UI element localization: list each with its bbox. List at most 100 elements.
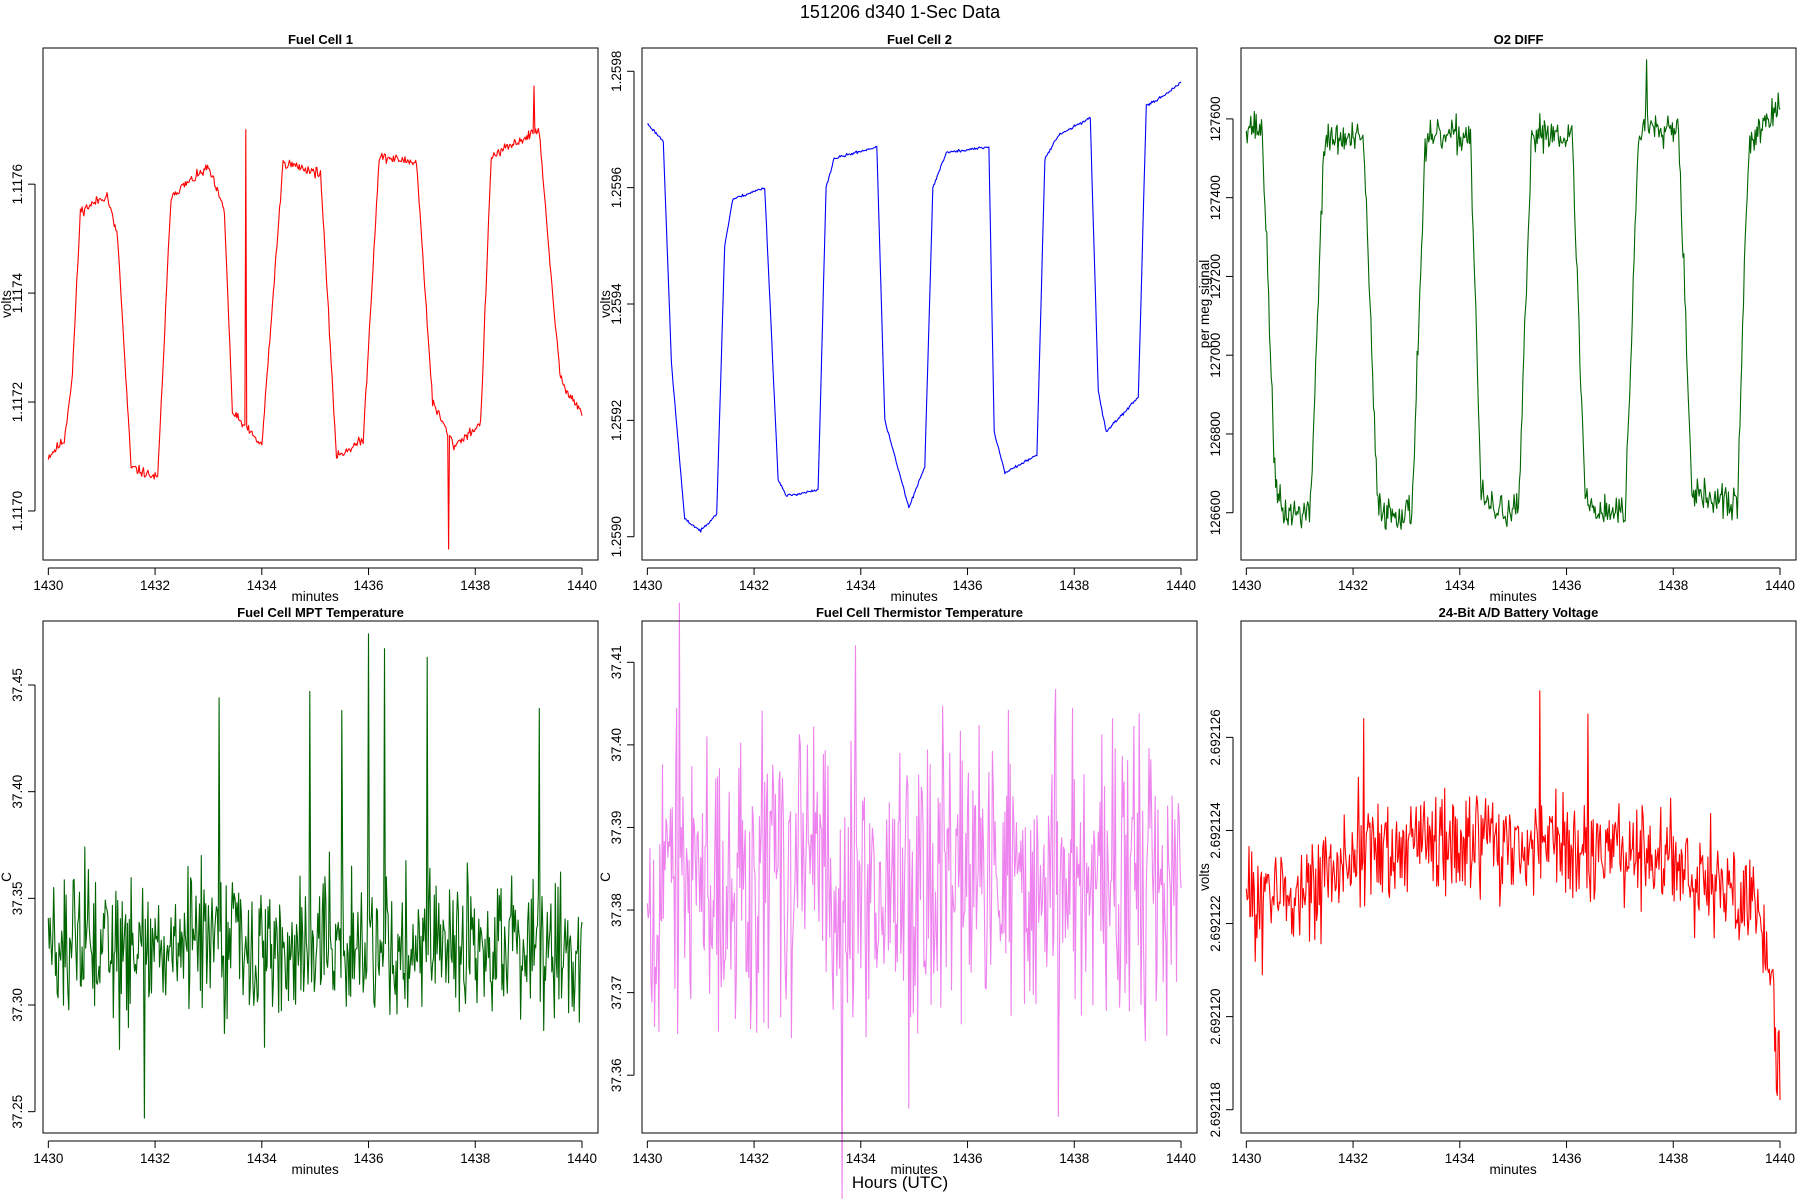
x-tick-label: 1440 <box>567 1151 597 1166</box>
x-tick-label: 1432 <box>739 1151 769 1166</box>
y-tick-label: 1.2590 <box>609 516 624 557</box>
x-tick-label: 1438 <box>1059 1151 1089 1166</box>
x-tick-label: 1436 <box>1552 1151 1582 1166</box>
x-axis-label: minutes <box>1490 589 1538 604</box>
y-tick-label: 1.2598 <box>609 51 624 92</box>
y-tick-label: 1.2594 <box>609 283 624 325</box>
y-tick-label: 127400 <box>1208 175 1223 220</box>
panel-title: Fuel Cell 2 <box>887 32 952 47</box>
x-tick-label: 1434 <box>1445 578 1476 593</box>
y-tick-label: 37.30 <box>10 988 25 1022</box>
y-tick-label: 37.40 <box>10 775 25 809</box>
series-line <box>1245 59 1781 530</box>
y-tick-label: 127000 <box>1208 333 1223 378</box>
x-tick-label: 1430 <box>632 578 662 593</box>
panel-5: Fuel Cell Thermistor Temperature 1430 1432… <box>598 602 1198 1199</box>
y-axis-label: volts <box>598 290 613 318</box>
x-tick-label: 1440 <box>1765 578 1795 593</box>
x-tick-label: 1438 <box>460 578 490 593</box>
x-tick-label: 1434 <box>846 1151 877 1166</box>
x-axis-label: minutes <box>292 589 340 604</box>
x-tick-label: 1430 <box>1231 1151 1261 1166</box>
y-axis-label: per meg signal <box>1197 260 1212 349</box>
x-tick-label: 1440 <box>1765 1151 1795 1166</box>
y-tick-label: 127200 <box>1208 254 1223 299</box>
x-tick-label: 1432 <box>739 578 769 593</box>
x-tick-label: 1436 <box>354 1151 384 1166</box>
y-tick-label: 2.692124 <box>1208 802 1223 859</box>
x-tick-label: 1430 <box>1231 578 1261 593</box>
y-tick-label: 37.39 <box>609 811 624 845</box>
x-tick-label: 1438 <box>460 1151 490 1166</box>
x-tick-label: 1440 <box>1166 578 1196 593</box>
y-tick-label: 1.2596 <box>609 167 624 208</box>
y-tick-label: 2.692120 <box>1208 988 1223 1044</box>
y-tick-label: 1.1172 <box>10 382 25 422</box>
panel-title: 24-Bit A/D Battery Voltage <box>1439 605 1599 620</box>
series-line <box>647 81 1182 533</box>
series-line <box>646 602 1182 1199</box>
panel-title: Fuel Cell 1 <box>288 32 353 47</box>
figure-xlabel: Hours (UTC) <box>852 1173 948 1192</box>
x-tick-label: 1436 <box>953 578 983 593</box>
y-tick-label: 37.35 <box>10 881 25 915</box>
series-line <box>1245 690 1781 1101</box>
panel-2: Fuel Cell 2 1430 1432 1434 1436 1438 1440 minut… <box>598 32 1198 604</box>
x-tick-label: 1430 <box>33 578 63 593</box>
x-tick-label: 1434 <box>846 578 877 593</box>
x-tick-label: 1432 <box>1338 578 1368 593</box>
plot-frame <box>42 620 599 1134</box>
y-tick-label: 126600 <box>1208 490 1223 535</box>
x-axis-label: minutes <box>292 1162 340 1177</box>
x-tick-label: 1430 <box>632 1151 662 1166</box>
y-tick-label: 37.41 <box>609 645 624 679</box>
x-tick-label: 1436 <box>953 1151 983 1166</box>
panel-4: Fuel Cell MPT Temperature 1430 1432 1434 143… <box>0 605 599 1177</box>
plot-frame <box>42 47 599 561</box>
y-tick-label: 37.45 <box>10 668 25 702</box>
x-tick-label: 1432 <box>140 578 170 593</box>
series-line <box>47 85 583 550</box>
x-tick-label: 1440 <box>1166 1151 1196 1166</box>
plot-frame <box>641 620 1198 1134</box>
y-tick-label: 2.692126 <box>1208 709 1223 765</box>
y-axis-label: volts <box>1197 863 1212 891</box>
panel-title: Fuel Cell Thermistor Temperature <box>816 605 1023 620</box>
plot-frame <box>1240 620 1797 1134</box>
plot-frame <box>641 47 1198 561</box>
y-tick-label: 2.692122 <box>1208 895 1223 951</box>
plot-frame <box>1240 47 1797 561</box>
x-axis-label: minutes <box>891 589 939 604</box>
x-tick-label: 1434 <box>1445 1151 1476 1166</box>
x-tick-label: 1432 <box>140 1151 170 1166</box>
y-tick-label: 126800 <box>1208 411 1223 456</box>
x-tick-label: 1430 <box>33 1151 63 1166</box>
x-tick-label: 1436 <box>1552 578 1582 593</box>
panels: Fuel Cell 1 1430 1432 1434 1436 1438 1440 minut… <box>0 32 1797 1199</box>
panel-title: Fuel Cell MPT Temperature <box>237 605 404 620</box>
panel-3: O2 DIFF 1430 1432 1434 1436 1438 1440 minutes 12… <box>1197 32 1797 604</box>
y-tick-label: 1.1170 <box>10 491 25 531</box>
x-tick-label: 1432 <box>1338 1151 1368 1166</box>
x-tick-label: 1440 <box>567 578 597 593</box>
x-tick-label: 1434 <box>247 1151 278 1166</box>
series-line <box>47 633 583 1119</box>
x-axis-label: minutes <box>891 1162 939 1177</box>
panel-title: O2 DIFF <box>1494 32 1544 47</box>
panel-1: Fuel Cell 1 1430 1432 1434 1436 1438 1440 minut… <box>0 32 599 604</box>
x-tick-label: 1438 <box>1059 578 1089 593</box>
y-tick-label: 37.36 <box>609 1058 624 1092</box>
x-tick-label: 1436 <box>354 578 384 593</box>
y-axis-label: C <box>0 872 14 882</box>
y-tick-label: 37.38 <box>609 893 624 927</box>
y-tick-label: 1.2592 <box>609 400 624 441</box>
y-tick-label: 37.37 <box>609 976 624 1010</box>
x-tick-label: 1438 <box>1658 578 1688 593</box>
y-axis-label: volts <box>0 290 14 318</box>
y-tick-label: 1.1174 <box>10 272 25 313</box>
y-axis-label: C <box>598 872 613 882</box>
figure-title: 151206 d340 1-Sec Data <box>800 2 1001 22</box>
y-tick-label: 1.1176 <box>10 164 25 204</box>
